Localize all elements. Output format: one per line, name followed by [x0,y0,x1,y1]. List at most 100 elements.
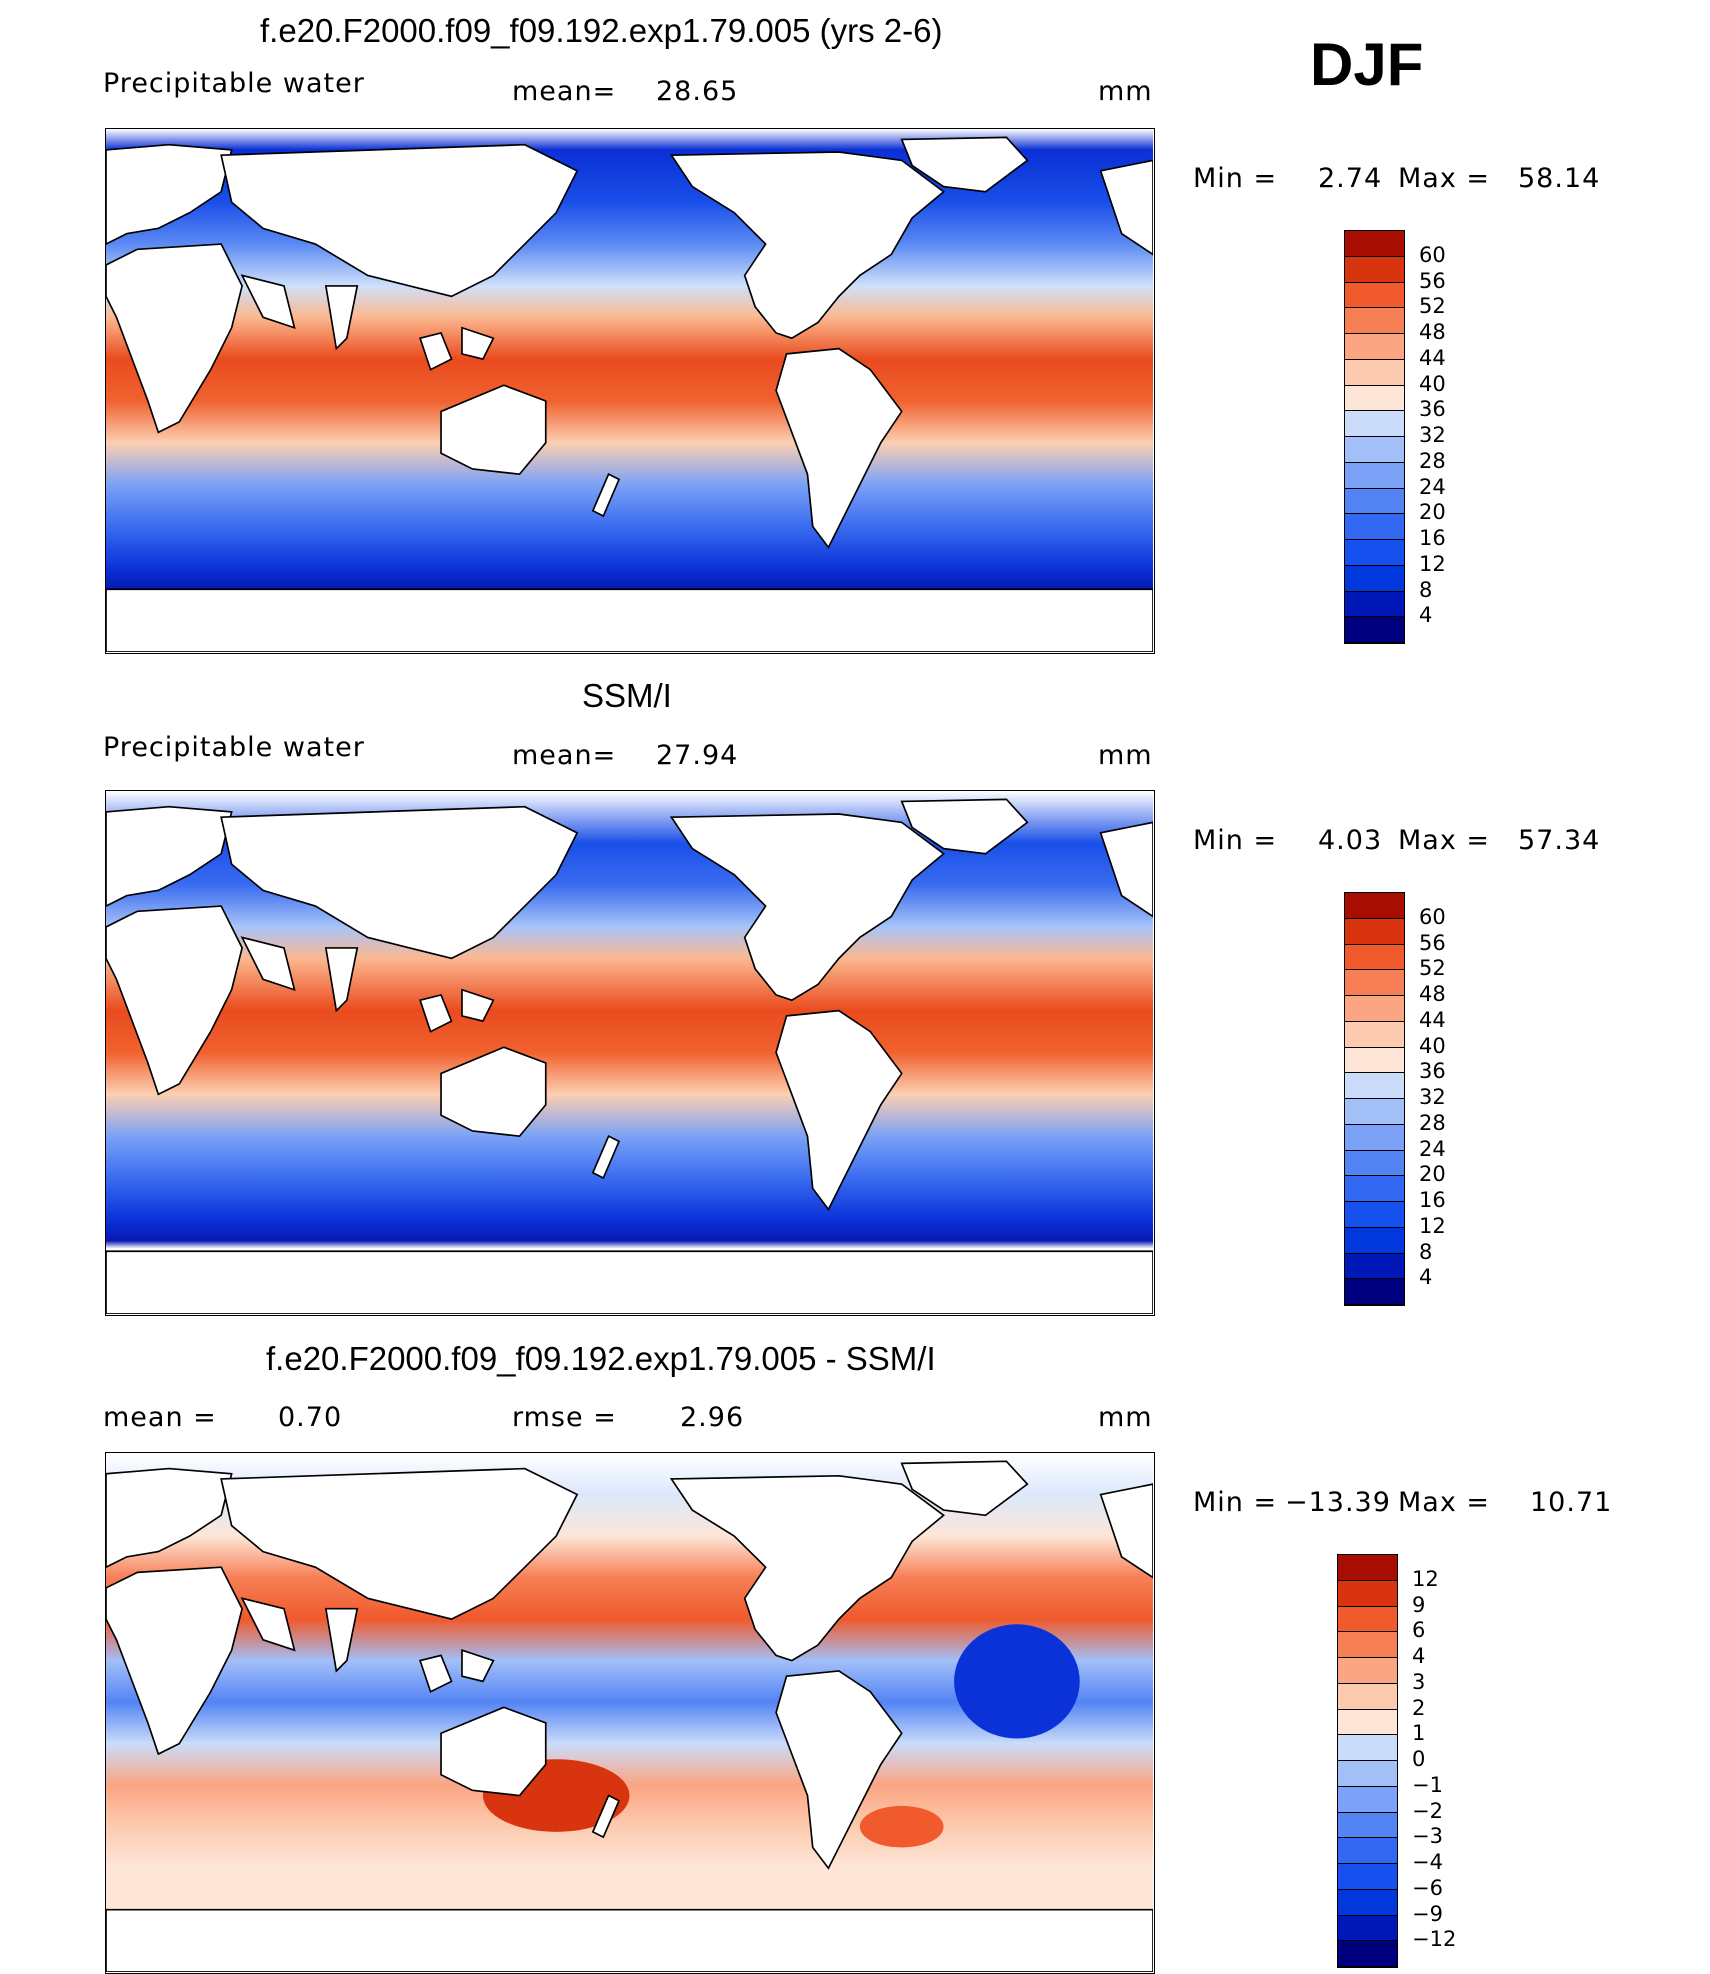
panel3-max-label: Max = [1398,1487,1491,1518]
panel3-min-value: −13.39 [1285,1487,1391,1518]
colorbar-swatch [1345,514,1404,540]
colorbar-swatch [1338,1606,1397,1633]
colorbar-tick-label: 20 [1419,1162,1446,1187]
colorbar-tick-label: 40 [1419,371,1446,396]
panel2-colorbar [1344,892,1405,1306]
colorbar-tick-label: −6 [1412,1875,1443,1900]
colorbar-tick-label: 4 [1412,1644,1426,1668]
colorbar-tick-label: 8 [1419,1239,1433,1264]
panel1-colorbar [1344,230,1405,644]
colorbar-swatch [1345,231,1404,257]
colorbar-swatch [1345,385,1404,412]
colorbar-tick-label: 1 [1412,1721,1426,1746]
panel2-title: SSM/I [582,677,672,714]
colorbar-swatch [1345,617,1404,643]
colorbar-tick-label: 56 [1419,268,1446,293]
panel1-min-value: 2.74 [1318,163,1383,194]
colorbar-swatch [1338,1941,1397,1967]
colorbar-swatch [1345,1253,1404,1280]
panel2-map-plot [106,791,1153,1314]
colorbar-swatch [1338,1683,1397,1710]
colorbar-tick-label: 56 [1419,930,1446,955]
colorbar-swatch [1338,1889,1397,1916]
colorbar-tick-label: 0 [1412,1747,1426,1771]
colorbar-swatch [1338,1915,1397,1942]
colorbar-swatch [1345,488,1404,515]
colorbar-tick-label: 52 [1419,294,1446,319]
panel1-title: f.e20.F2000.f09_f09.192.exp1.79.005 (yrs… [260,12,943,49]
colorbar-tick-label: 52 [1419,956,1446,981]
colorbar-swatch [1345,308,1404,334]
colorbar-tick-label: 36 [1419,1059,1446,1084]
colorbar-swatch [1338,1838,1397,1864]
panel3-mean-value: 0.70 [278,1402,343,1433]
panel3-rmse-label: rmse = [512,1402,617,1433]
colorbar-swatch [1345,1099,1404,1125]
colorbar-swatch [1345,334,1404,360]
panel3-mean-label: mean = [103,1402,217,1433]
colorbar-swatch [1345,565,1404,592]
panel2-mean-label: mean= [512,740,617,771]
colorbar-tick-label: 32 [1419,423,1446,447]
colorbar-swatch [1345,1150,1404,1177]
colorbar-swatch [1345,1124,1404,1151]
colorbar-swatch [1345,591,1404,618]
panel2-max-label: Max = [1398,825,1491,856]
colorbar-tick-label: 44 [1419,1007,1446,1032]
panel3-colorbar [1337,1554,1398,1968]
colorbar-tick-label: 24 [1419,1136,1446,1161]
panel2-variable-label: Precipitable water [103,732,365,763]
colorbar-tick-label: −1 [1412,1772,1443,1797]
colorbar-swatch [1345,1047,1404,1074]
colorbar-swatch [1345,970,1404,996]
colorbar-swatch [1345,944,1404,971]
colorbar-tick-label: 4 [1419,603,1433,628]
colorbar-tick-label: 2 [1412,1695,1426,1720]
colorbar-tick-label: 20 [1419,500,1446,525]
panel1-mean-value: 28.65 [656,76,739,107]
colorbar-tick-label: 3 [1412,1669,1426,1694]
colorbar-swatch [1345,282,1404,309]
colorbar-tick-label: 40 [1419,1033,1446,1058]
colorbar-tick-label: −12 [1412,1927,1457,1952]
colorbar-swatch [1338,1735,1397,1761]
colorbar-swatch [1338,1580,1397,1607]
colorbar-tick-label: 48 [1419,320,1446,344]
colorbar-swatch [1345,893,1404,919]
colorbar-swatch [1345,918,1404,945]
colorbar-tick-label: 28 [1419,448,1446,473]
panel1-units: mm [1098,76,1153,107]
colorbar-tick-label: −4 [1412,1850,1443,1874]
panel2-min-label: Min = [1193,825,1278,856]
panel1-mean-label: mean= [512,76,617,107]
panel2-map [105,790,1155,1316]
colorbar-swatch [1338,1709,1397,1736]
panel3-max-value: 10.71 [1530,1487,1613,1518]
panel3-rmse-value: 2.96 [680,1402,745,1433]
colorbar-swatch [1338,1864,1397,1890]
panel1-map-plot [106,129,1153,652]
panel1-max-value: 58.14 [1518,163,1601,194]
colorbar-tick-label: 60 [1419,242,1446,267]
panel2-units: mm [1098,740,1153,771]
colorbar-tick-label: 36 [1419,397,1446,422]
colorbar-swatch [1345,1202,1404,1228]
panel3-min-label: Min = [1193,1487,1278,1518]
colorbar-tick-label: 48 [1419,982,1446,1006]
colorbar-swatch [1338,1555,1397,1581]
colorbar-swatch [1345,1073,1404,1099]
colorbar-tick-label: 8 [1419,577,1433,602]
panel3-map [105,1452,1155,1974]
colorbar-swatch [1338,1632,1397,1658]
colorbar-swatch [1345,1279,1404,1305]
colorbar-swatch [1338,1761,1397,1787]
panel2-min-value: 4.03 [1318,825,1383,856]
colorbar-swatch [1338,1812,1397,1839]
colorbar-swatch [1345,462,1404,489]
colorbar-swatch [1345,1021,1404,1048]
panel3-map-plot [106,1453,1153,1972]
colorbar-tick-label: −9 [1412,1901,1443,1926]
panel2-max-value: 57.34 [1518,825,1601,856]
colorbar-swatch [1345,540,1404,566]
colorbar-tick-label: 16 [1419,1188,1446,1212]
